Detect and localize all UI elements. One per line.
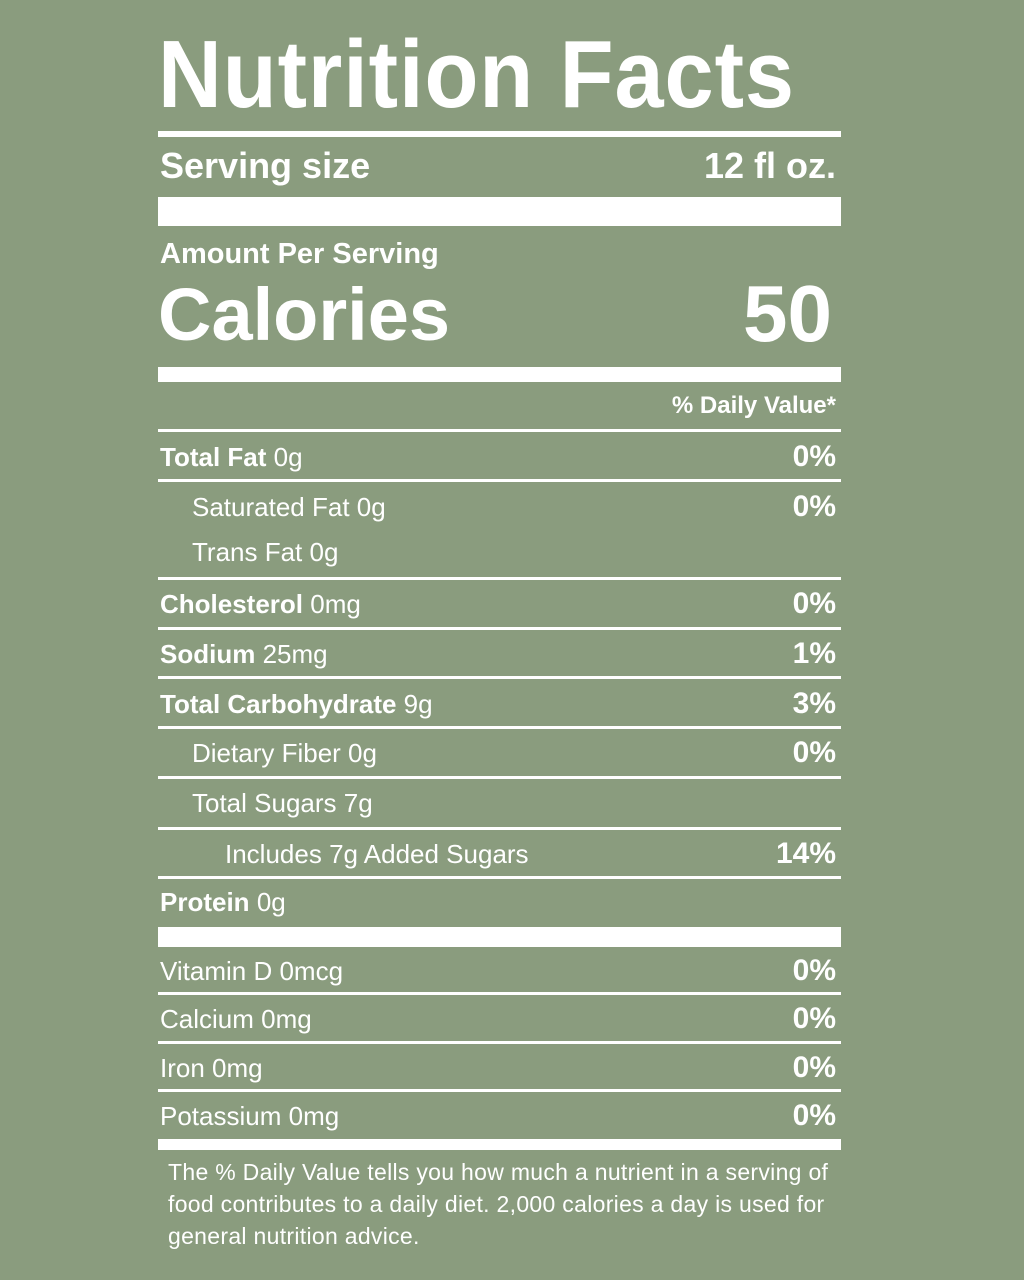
rule [158, 876, 841, 879]
nutrient-name: Cholesterol [160, 588, 304, 619]
nutrient-amount: 0mg [310, 588, 361, 619]
nutrient-name: Sodium [160, 638, 256, 669]
nutrient-dv: 3% [792, 687, 836, 720]
vitamin-row: Vitamin D 0mcg 0% [160, 951, 836, 991]
nutrient-row: Total Fat 0g 0% [160, 437, 836, 477]
nutrient-amount: 9g [403, 688, 433, 719]
rule [158, 1139, 841, 1150]
nutrient-row: Trans Fat 0g [160, 532, 836, 572]
nutrient-row: Dietary Fiber 0g 0% [160, 733, 836, 773]
rule [158, 367, 841, 382]
serving-value: 12 fl oz. [703, 145, 836, 186]
nutrient-name: Includes 7g Added Sugars [225, 838, 529, 869]
nutrient-row: Sodium 25mg 1% [160, 634, 836, 674]
rule [158, 776, 841, 779]
nutrient-name: Total Carbohydrate [160, 688, 397, 719]
footnote: The % Daily Value tells you how much a n… [168, 1159, 829, 1249]
nutrient-amount: 0g [273, 441, 303, 472]
nutrient-dv: 0% [792, 587, 836, 620]
nutrient-dv: 1% [792, 637, 836, 670]
dv-header: % Daily Value* [671, 392, 836, 419]
vitamin-dv: 0% [792, 1002, 836, 1035]
nutrient-name: Saturated Fat 0g [192, 491, 386, 522]
nutrient-name: Protein [160, 886, 250, 917]
rule [158, 927, 841, 947]
nutrient-dv: 0% [792, 736, 836, 769]
title: Nutrition Facts [158, 21, 795, 128]
calories-label: Calories [158, 273, 451, 356]
vitamin-row: Potassium 0mg 0% [160, 1096, 836, 1136]
nutrient-amount: 25mg [262, 638, 328, 669]
nutrient-row: Cholesterol 0mg 0% [160, 584, 836, 624]
nutrient-name: Dietary Fiber 0g [192, 737, 377, 768]
rule [158, 827, 841, 830]
rule [158, 479, 841, 482]
nutrient-name: Total Sugars 7g [192, 787, 373, 818]
rule [158, 131, 841, 137]
vitamin-row: Iron 0mg 0% [160, 1048, 836, 1088]
vitamin-dv: 0% [792, 954, 836, 987]
calories-value: 50 [743, 269, 832, 358]
rule [158, 676, 841, 679]
rule [158, 197, 841, 226]
rule [158, 1041, 841, 1044]
vitamin-row: Calcium 0mg 0% [160, 999, 836, 1039]
vitamin-name: Vitamin D 0mcg [160, 955, 344, 986]
nutrient-name: Trans Fat 0g [192, 536, 339, 567]
rule [158, 726, 841, 729]
rule [158, 627, 841, 630]
vitamin-name: Iron 0mg [160, 1052, 263, 1083]
nutrient-row: Total Sugars 7g [160, 783, 836, 823]
nutrient-row: Total Carbohydrate 9g 3% [160, 684, 836, 724]
nutrient-row: Saturated Fat 0g 0% [160, 487, 836, 527]
rule [158, 429, 841, 432]
rule [158, 1089, 841, 1092]
nutrient-row: Protein 0g [160, 882, 836, 922]
vitamin-name: Calcium 0mg [160, 1003, 312, 1034]
nutrient-name: Total Fat [160, 441, 267, 472]
rule [158, 992, 841, 995]
amount-per-serving: Amount Per Serving [160, 238, 439, 270]
nutrient-dv: 14% [775, 837, 836, 870]
nutrient-dv: 0% [792, 490, 836, 523]
rule [158, 577, 841, 580]
vitamin-dv: 0% [792, 1051, 836, 1084]
serving-label: Serving size [160, 145, 371, 186]
nutrient-amount: 0g [256, 886, 286, 917]
vitamin-dv: 0% [792, 1099, 836, 1132]
nutrient-dv: 0% [792, 440, 836, 473]
vitamin-name: Potassium 0mg [160, 1100, 340, 1131]
nutrient-row: Includes 7g Added Sugars 14% [160, 834, 836, 874]
